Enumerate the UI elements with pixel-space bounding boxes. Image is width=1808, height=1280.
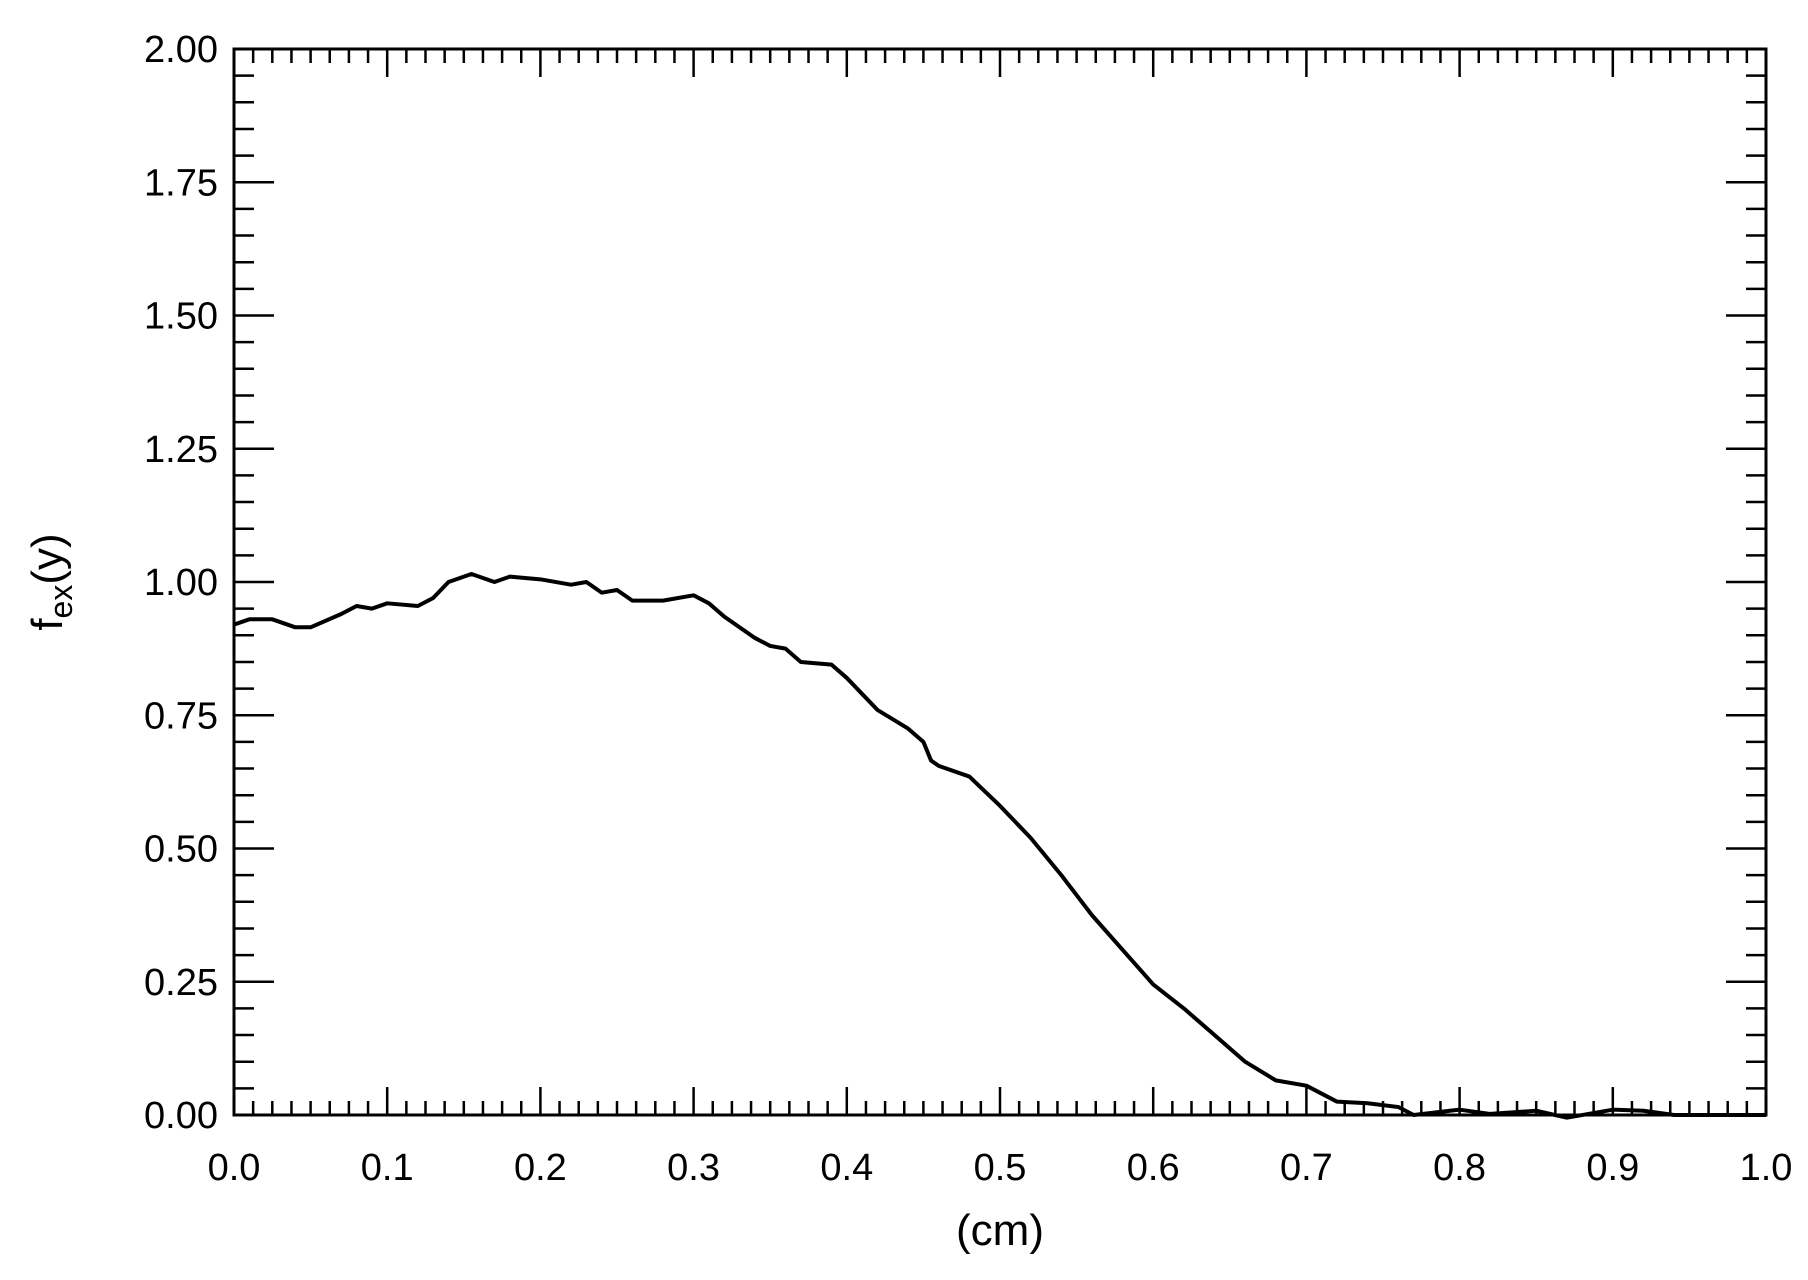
x-tick-label: 1.0 <box>1740 1147 1793 1189</box>
y-tick-label: 1.75 <box>144 162 218 204</box>
y-axis-label: fex(y) <box>23 533 79 630</box>
x-tick-label: 0.4 <box>820 1147 873 1189</box>
x-tick-label: 0.2 <box>514 1147 567 1189</box>
y-label-base: f <box>23 618 72 631</box>
data-line <box>233 572 1766 1120</box>
x-tick-label: 0.3 <box>667 1147 720 1189</box>
y-tick-label: 1.25 <box>144 429 218 471</box>
x-tick-label: 0.5 <box>974 1147 1027 1189</box>
plot-frame <box>232 47 1768 1117</box>
y-tick-label: 0.25 <box>144 962 218 1004</box>
y-tick-label: 0.75 <box>144 695 218 737</box>
y-tick-label: 0.00 <box>144 1095 218 1137</box>
x-tick-label: 0.7 <box>1280 1147 1333 1189</box>
y-tick-label: 2.00 <box>144 29 218 71</box>
y-tick-label: 0.50 <box>144 829 218 871</box>
y-label-sub: ex <box>43 585 79 619</box>
y-label-rest: (y) <box>23 533 72 584</box>
y-tick-label: 1.00 <box>144 562 218 604</box>
x-tick-label: 0.0 <box>208 1147 261 1189</box>
x-tick-label: 0.8 <box>1433 1147 1486 1189</box>
x-tick-label: 0.9 <box>1586 1147 1639 1189</box>
x-tick-label: 0.1 <box>361 1147 414 1189</box>
x-axis-label: (cm) <box>956 1206 1044 1255</box>
x-tick-label: 0.6 <box>1127 1147 1180 1189</box>
y-tick-label: 1.50 <box>144 296 218 338</box>
